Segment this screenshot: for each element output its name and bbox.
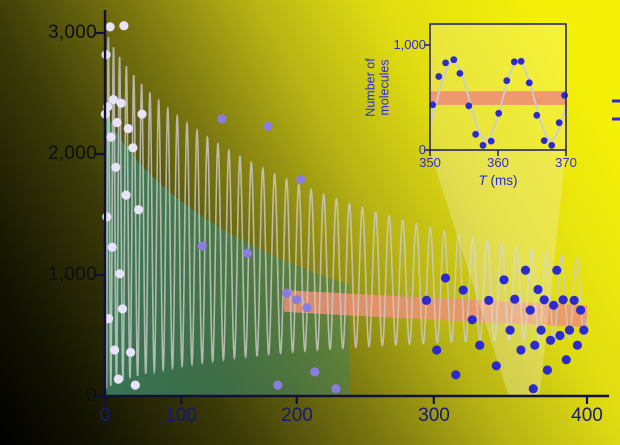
green-decay-envelope xyxy=(105,105,350,396)
x-tick-label-100: 100 xyxy=(165,405,197,426)
x-tick-label-0: 0 xyxy=(99,405,111,426)
inset-x-axis-title-unit: (ms) xyxy=(486,173,518,188)
inset-zoom-callout-wedge xyxy=(430,151,566,396)
inset-background xyxy=(430,24,566,150)
x-tick-label-200: 200 xyxy=(281,405,313,426)
inset-x-tick-label-350: 350 xyxy=(419,155,441,170)
inset-orange-band xyxy=(430,91,566,105)
inset-ticks xyxy=(424,44,567,156)
oscillation-fit-curve xyxy=(104,26,588,389)
x-tick-label-400: 400 xyxy=(571,405,603,426)
inset-x-tick-label-360: 360 xyxy=(487,155,509,170)
inset-x-tick-label-370: 370 xyxy=(555,155,577,170)
inset-x-axis-title: T (ms) xyxy=(479,173,518,188)
y-tick-label-0: 0 xyxy=(86,385,97,406)
inset-x-axis-title-variable: T xyxy=(478,173,487,188)
x-tick-label-300: 300 xyxy=(418,405,450,426)
y-tick-label-2000: 2,000 xyxy=(47,143,97,164)
inset-y-tick-label-0: 0 xyxy=(418,142,426,157)
inset-y-tick-label-1000: 1,000 xyxy=(393,37,426,52)
y-tick-label-3000: 3,000 xyxy=(47,22,97,43)
main-axis-ticks xyxy=(96,31,589,404)
inset-data-points xyxy=(429,56,568,149)
clipped-right-edge-marks xyxy=(612,99,620,121)
y-tick-label-1000: 1,000 xyxy=(47,264,97,285)
molecule-number-data-points xyxy=(100,21,589,394)
